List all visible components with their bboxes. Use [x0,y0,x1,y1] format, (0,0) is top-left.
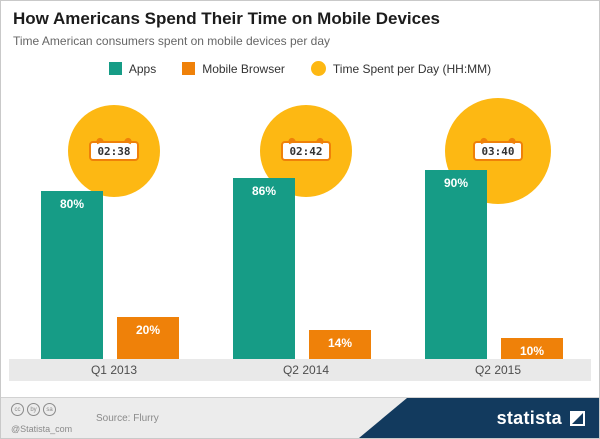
category-label: Q2 2014 [282,363,330,377]
legend-item-apps: Apps [108,61,157,76]
legend-label-apps: Apps [128,61,157,76]
legend-label-time-spent: Time Spent per Day (HH:MM) [332,61,492,76]
statista-banner: statista [359,398,599,438]
browser-swatch-icon [182,62,196,75]
chart-title: How Americans Spend Their Time on Mobile… [13,9,441,28]
footer: cc by sa @Statista_com Source: Flurry st… [1,397,599,438]
time-clock-badge: 02:38 [89,141,139,161]
statista-logo-icon [570,410,585,426]
cc-icon: cc [11,403,24,416]
category-label: Q2 2015 [474,363,522,377]
time-value: 03:40 [481,144,515,158]
x-axis [9,359,591,381]
time-value: 02:38 [97,144,131,158]
time-value: 02:42 [289,144,323,158]
apps-bar-value: 90% [443,176,469,190]
time-clock-badge: 03:40 [473,141,523,161]
browser-bar-value: 14% [327,335,353,350]
legend-item-mobile-browser: Mobile Browser [182,62,285,76]
apps-bar-value: 86% [251,184,277,199]
apps-bar: 90% [425,170,487,359]
apps-swatch-icon [108,62,122,75]
apps-bar-value: 80% [59,197,85,211]
time-clock-badge: 02:42 [281,141,331,161]
category-label: Q1 2013 [90,363,138,377]
legend-label-mobile-browser: Mobile Browser [202,61,285,76]
cc-by-icon: by [27,403,40,416]
apps-bar: 86% [233,178,295,359]
apps-bar: 80% [41,191,103,359]
legend-item-time-spent: Time Spent per Day (HH:MM) [310,61,492,76]
browser-bar: 20% [117,317,179,359]
cc-sa-icon: sa [43,403,56,416]
browser-bar-value: 10% [519,344,545,358]
statista-wordmark: statista [496,407,562,428]
time-swatch-icon [310,61,326,76]
browser-bar-value: 20% [135,323,161,337]
cc-license-icons: cc by sa [11,403,56,416]
statista-handle: @Statista_com [11,424,73,434]
source-note: Source: Flurry [96,413,159,424]
chart-subtitle: Time American consumers spent on mobile … [13,34,331,48]
browser-bar: 14% [309,329,371,359]
legend: Apps Mobile Browser Time Spent per Day (… [1,61,599,76]
browser-bar: 10% [501,338,563,359]
